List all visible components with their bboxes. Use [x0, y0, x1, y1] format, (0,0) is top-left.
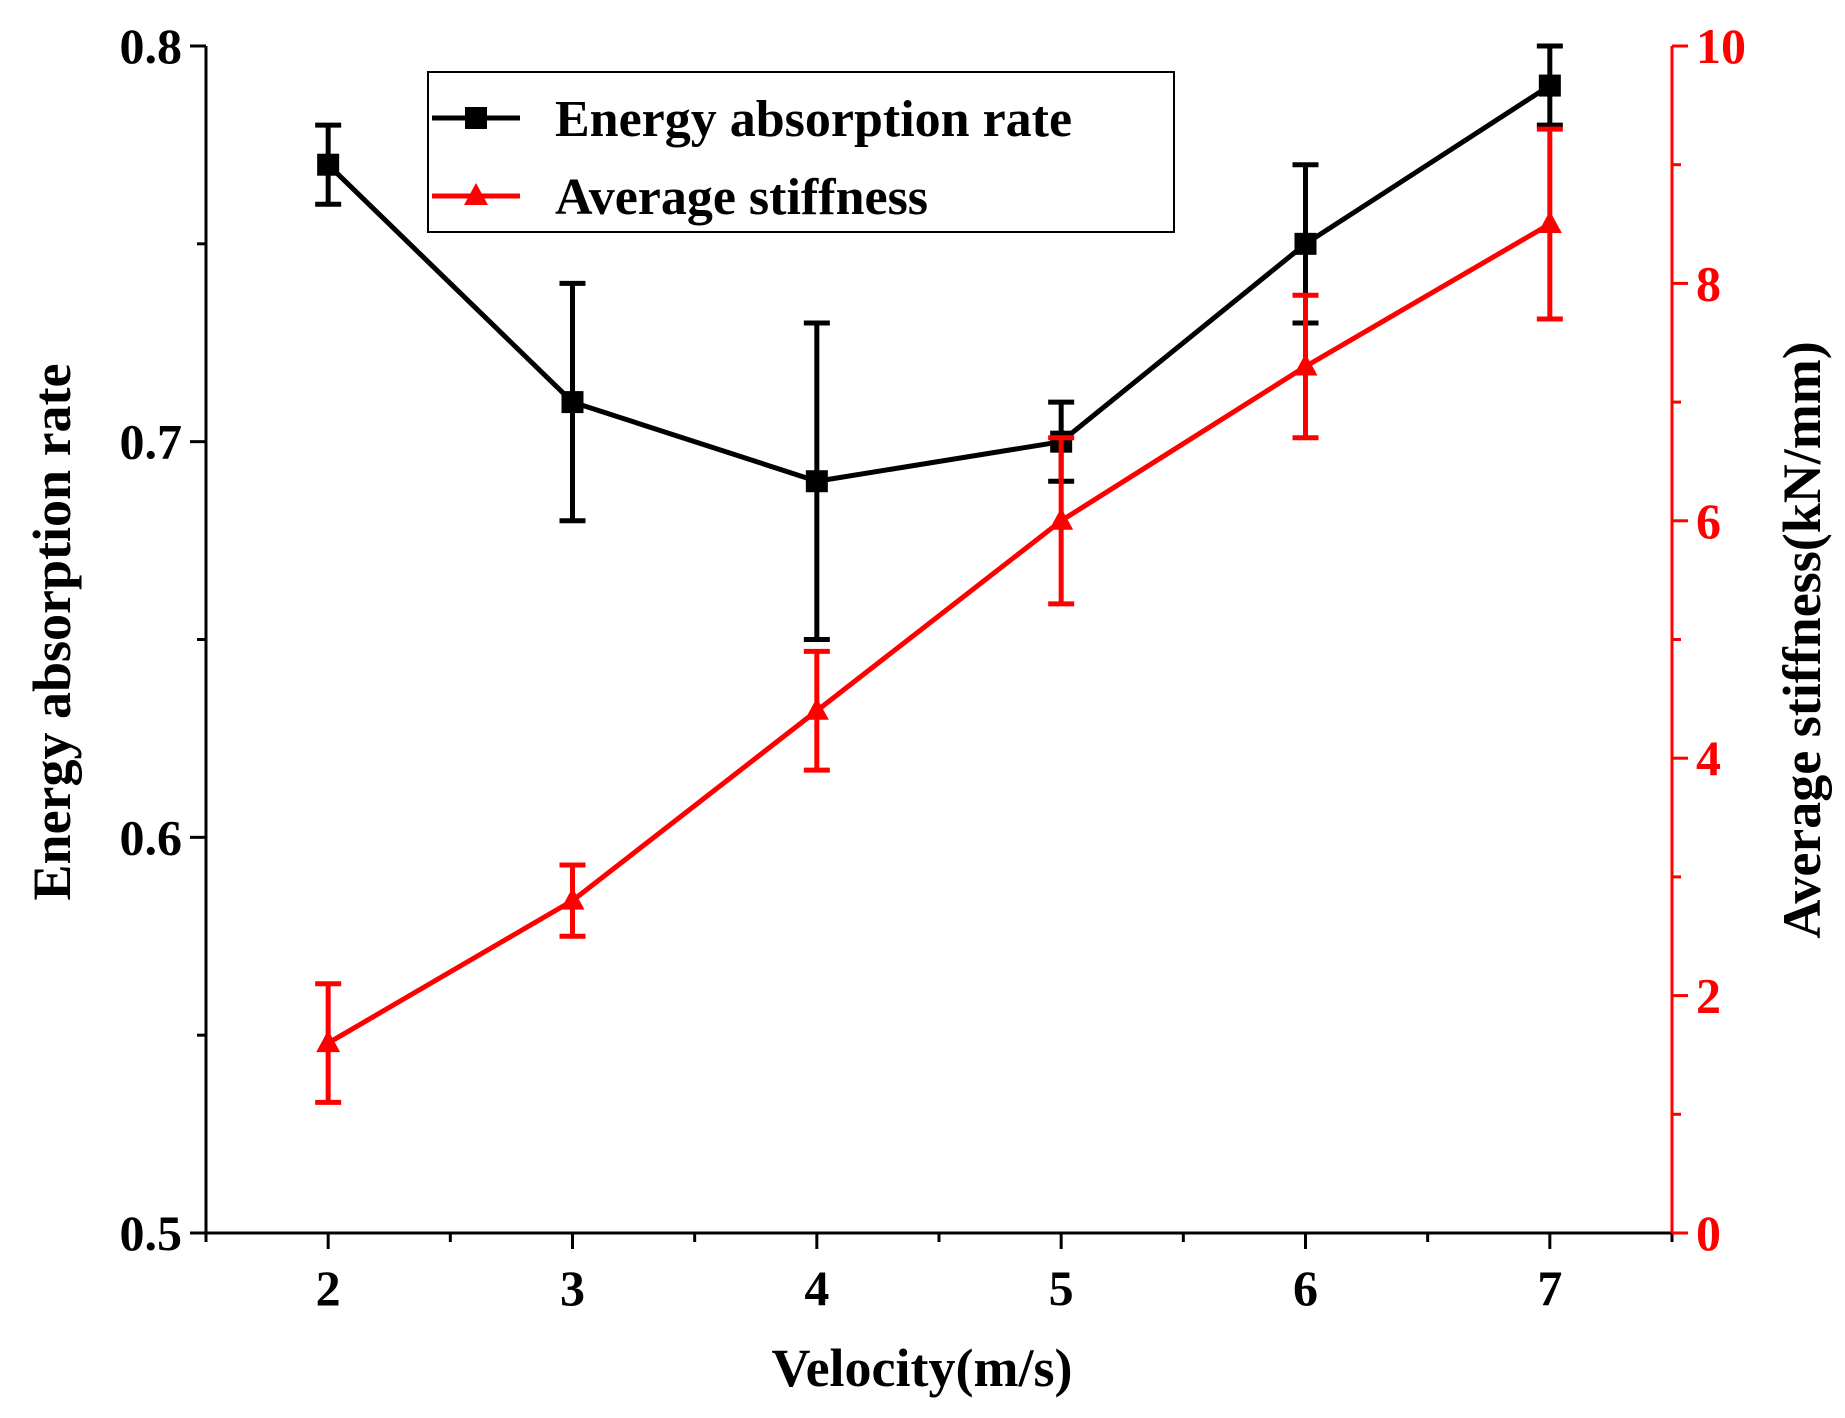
legend-marker-energy — [465, 107, 487, 129]
data-point — [317, 153, 340, 176]
x-tick-label: 4 — [804, 1260, 829, 1316]
x-tick-label: 5 — [1049, 1260, 1074, 1316]
data-point — [316, 1030, 341, 1053]
data-point — [1537, 211, 1562, 234]
legend-label-stiffness: Average stiffness — [555, 169, 928, 226]
data-point — [1049, 507, 1074, 530]
x-tick-label: 7 — [1537, 1260, 1562, 1316]
data-point — [561, 391, 584, 414]
x-tick-label: 6 — [1293, 1260, 1318, 1316]
x-ticks: 2 3 4 5 6 7 — [204, 1233, 1674, 1316]
legend: Energy absorption rate Average stiffness — [427, 71, 1175, 233]
x-tick-label: 2 — [316, 1260, 341, 1316]
y-left-tick-label: 0.7 — [120, 414, 183, 470]
y-right-tick-label: 0 — [1696, 1205, 1721, 1261]
y-left-tick-label: 0.8 — [120, 18, 183, 74]
y-left-ticks: 0.5 0.6 0.7 0.8 — [120, 18, 206, 1261]
y-left-tick-label: 0.6 — [120, 809, 183, 865]
legend-box — [427, 71, 1175, 233]
y-left-axis-title: Energy absorption rate — [22, 364, 82, 901]
data-point — [1538, 74, 1561, 97]
y-left-tick-label: 0.5 — [120, 1205, 183, 1261]
data-point — [560, 887, 585, 910]
y-right-tick-label: 10 — [1696, 18, 1746, 74]
series-average-stiffness — [315, 126, 1563, 1105]
series-energy-absorption-rate — [315, 43, 1563, 642]
data-point — [805, 470, 828, 493]
x-axis-title: Velocity(m/s) — [772, 1338, 1073, 1398]
series-line — [326, 83, 1552, 484]
y-right-axis-title: Average stiffness(kN/mm) — [1772, 341, 1832, 938]
y-right-tick-label: 2 — [1696, 968, 1721, 1024]
data-point — [1294, 232, 1317, 255]
y-right-tick-label: 8 — [1696, 255, 1721, 311]
y-right-tick-label: 4 — [1696, 730, 1721, 786]
x-tick-label: 3 — [560, 1260, 585, 1316]
data-point — [804, 697, 829, 720]
y-right-tick-label: 6 — [1696, 493, 1721, 549]
legend-marker-stiffness — [464, 183, 488, 205]
series — [315, 43, 1563, 1105]
series-line — [326, 221, 1552, 1046]
legend-label-energy: Energy absorption rate — [555, 91, 1072, 148]
y-right-ticks: 0 2 4 6 8 10 — [1672, 18, 1746, 1261]
data-point — [1293, 353, 1318, 376]
